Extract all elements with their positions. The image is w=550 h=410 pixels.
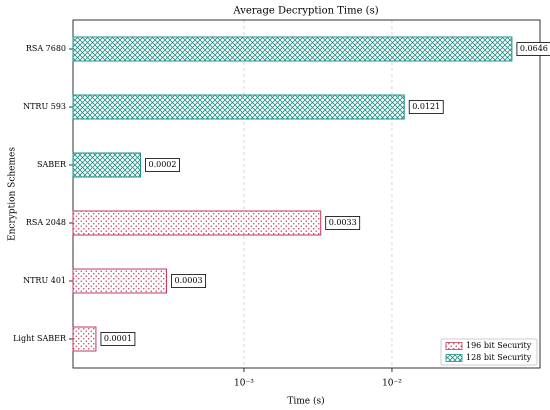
value-label-box [145,158,180,172]
y-tick-label: RSA 7680 [26,44,66,53]
bar [72,210,322,236]
x-axis-label: Time (s) [287,396,324,407]
value-label: 0.0001 [104,334,132,343]
legend-label: 128 bit Security [466,353,532,362]
value-label-group: 0.0033 [325,216,361,230]
legend-box [440,338,538,366]
value-label-box [100,332,136,346]
bar [72,94,405,120]
y-tick-label: NTRU 401 [23,276,66,285]
value-label: 0.0646 [520,44,548,53]
y-tick-label: SABER [37,160,67,169]
value-label: 0.0003 [175,276,203,285]
bar [72,268,168,294]
x-tick-label: 10⁻³ [234,379,254,389]
y-tick-label: Light SABER [13,334,67,343]
value-label-group: 0.0121 [408,100,444,114]
value-label-box [516,42,550,56]
bar [72,152,141,178]
value-label-group: 0.0002 [145,158,180,172]
bar [72,326,97,352]
legend-swatch [445,354,463,362]
legend-swatch [445,342,463,350]
bar [72,36,513,62]
value-label: 0.0121 [412,102,440,111]
y-axis-label: Encryption Schemes [8,147,18,241]
chart-title: Average Decryption Time (s) [232,6,378,17]
legend: 196 bit Security 128 bit Security [440,338,538,366]
value-label-group: 0.0001 [100,332,136,346]
value-label-box [325,216,361,230]
plot-frame [72,19,541,369]
value-label-box [408,100,444,114]
y-tick-label: RSA 2048 [26,218,66,227]
x-tick-label: 10⁻² [382,379,402,389]
y-tick-label: NTRU 593 [23,102,66,111]
legend-label: 196 bit Security [466,341,532,350]
value-label: 0.0002 [148,160,176,169]
value-label-box [171,274,206,288]
value-label-group: 0.0003 [171,274,206,288]
value-label: 0.0033 [329,218,357,227]
value-label-group: 0.0646 [516,42,550,56]
